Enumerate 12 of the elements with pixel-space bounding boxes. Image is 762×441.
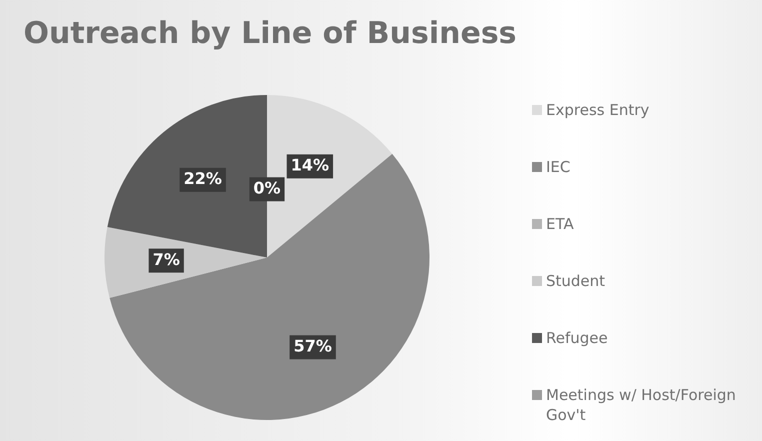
legend-label: Meetings w/ Host/Foreign Gov't [546, 386, 736, 424]
text: 0% [253, 178, 281, 198]
data-label: 7% [152, 250, 180, 269]
legend-label: IEC [546, 158, 570, 176]
data-label: 14% [290, 155, 330, 174]
data-label: 57% [294, 336, 332, 356]
legend-label: Student [546, 272, 606, 290]
legend-label: Refugee [546, 329, 608, 347]
chart-title: Outreach by Line of Business [22, 16, 518, 51]
legend-label: Express Entry [546, 101, 650, 119]
data-label: 22% [184, 169, 222, 188]
legend-label: ETA [546, 215, 574, 233]
